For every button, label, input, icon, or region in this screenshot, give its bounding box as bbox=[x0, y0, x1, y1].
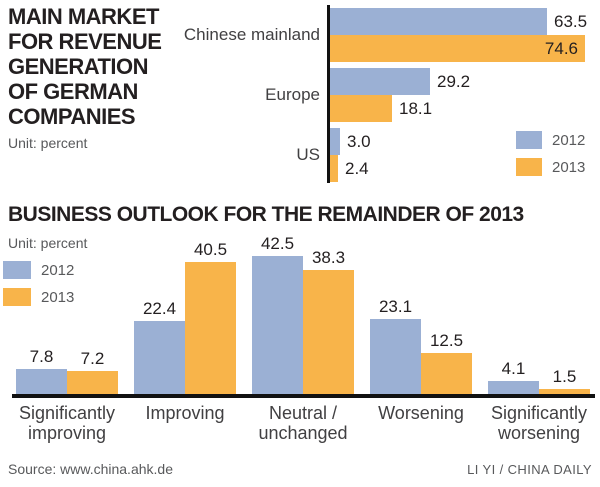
category-label-line: worsening bbox=[497, 423, 581, 443]
legend-swatch-2012 bbox=[3, 261, 31, 279]
top-chart-title-line: OF GERMAN bbox=[8, 79, 138, 104]
bar-2013-neutral-unchanged bbox=[303, 270, 354, 394]
value-label-2013-us: 2.4 bbox=[345, 159, 369, 178]
legend-label-2012: 2012 bbox=[552, 131, 586, 149]
category-label-significantly-improving: Significantly improving bbox=[0, 403, 142, 443]
bar-2013-chinese-mainland bbox=[330, 35, 585, 62]
category-label-line: Worsening bbox=[378, 403, 464, 423]
value-label-2012-neutral-unchanged: 42.5 bbox=[260, 234, 295, 253]
legend-label-2013: 2013 bbox=[552, 158, 586, 176]
category-label-significantly-worsening: Significantly worsening bbox=[464, 403, 600, 443]
category-label-neutral-unchanged: Neutral / unchanged bbox=[228, 403, 378, 443]
value-label-2013-significantly-improving: 7.2 bbox=[80, 349, 105, 368]
footer: Source: www.china.ahk.de LI YI / CHINA D… bbox=[8, 461, 592, 477]
bar-2013-europe bbox=[330, 95, 392, 122]
category-label-line: unchanged bbox=[258, 423, 348, 443]
bar-2013-significantly-worsening bbox=[539, 389, 590, 394]
legend-row-2012: 2012 bbox=[3, 261, 74, 279]
value-label-2012-improving: 22.4 bbox=[142, 299, 177, 318]
category-label-line: Significantly bbox=[490, 403, 588, 423]
legend-swatch-2013 bbox=[516, 158, 542, 176]
top-chart-title: MAIN MARKET FOR REVENUE GENERATION OF GE… bbox=[8, 4, 318, 129]
top-chart-unit-label: Unit: percent bbox=[8, 135, 88, 151]
bottom-chart-unit-label: Unit: percent bbox=[8, 235, 88, 251]
value-label-2013-neutral-unchanged: 38.3 bbox=[311, 248, 346, 267]
category-label-improving: Improving bbox=[110, 403, 260, 423]
category-label-line: Neutral / bbox=[268, 403, 338, 423]
value-label-2012-significantly-worsening: 4.1 bbox=[501, 359, 526, 378]
bar-2012-europe bbox=[330, 68, 430, 95]
top-chart-title-line: COMPANIES bbox=[8, 104, 136, 129]
value-label-2013-worsening: 12.5 bbox=[429, 331, 464, 350]
x-axis-line bbox=[12, 394, 595, 398]
bar-2012-chinese-mainland bbox=[330, 8, 547, 35]
bar-2012-worsening bbox=[370, 319, 421, 394]
bar-2012-us bbox=[330, 128, 340, 155]
value-label-2012-europe: 29.2 bbox=[437, 72, 471, 91]
top-chart-title-line: FOR REVENUE bbox=[8, 29, 162, 54]
legend-row-2012: 2012 bbox=[516, 131, 585, 149]
value-label-2012-worsening: 23.1 bbox=[378, 297, 413, 316]
category-label-line: Significantly bbox=[18, 403, 116, 423]
legend-label-2012: 2012 bbox=[41, 261, 75, 279]
value-label-2012-us: 3.0 bbox=[347, 132, 371, 151]
y-axis-line bbox=[327, 5, 330, 183]
bar-2012-significantly-worsening bbox=[488, 381, 539, 394]
category-label-line: Improving bbox=[145, 403, 225, 423]
source-credit: Source: www.china.ahk.de bbox=[8, 461, 173, 477]
top-chart-title-line: GENERATION bbox=[8, 54, 149, 79]
category-label-worsening: Worsening bbox=[346, 403, 496, 423]
legend-label-2013: 2013 bbox=[41, 288, 75, 306]
top-chart-title-line: MAIN MARKET bbox=[8, 4, 159, 29]
bar-2013-improving bbox=[185, 262, 236, 394]
bottom-chart-title: BUSINESS OUTLOOK FOR THE REMAINDER OF 20… bbox=[8, 203, 524, 226]
legend-row-2013: 2013 bbox=[516, 158, 585, 176]
value-label-2013-europe: 18.1 bbox=[399, 99, 433, 118]
category-label-line: improving bbox=[27, 423, 107, 443]
bar-2013-us bbox=[330, 155, 338, 182]
bar-2012-significantly-improving bbox=[16, 369, 67, 394]
artist-credit: LI YI / CHINA DAILY bbox=[467, 462, 592, 477]
value-label-2013-significantly-worsening: 1.5 bbox=[552, 367, 577, 386]
legend-swatch-2013 bbox=[3, 288, 31, 306]
legend-swatch-2012 bbox=[516, 131, 542, 149]
bar-2012-improving bbox=[134, 321, 185, 394]
legend-row-2013: 2013 bbox=[3, 288, 74, 306]
value-label-2013-chinese-mainland: 74.6 bbox=[544, 39, 578, 58]
bar-2013-worsening bbox=[421, 353, 472, 394]
value-label-2012-chinese-mainland: 63.5 bbox=[554, 12, 588, 31]
bar-2013-significantly-improving bbox=[67, 371, 118, 394]
bar-2012-neutral-unchanged bbox=[252, 256, 303, 394]
value-label-2013-improving: 40.5 bbox=[193, 240, 228, 259]
value-label-2012-significantly-improving: 7.8 bbox=[29, 347, 54, 366]
